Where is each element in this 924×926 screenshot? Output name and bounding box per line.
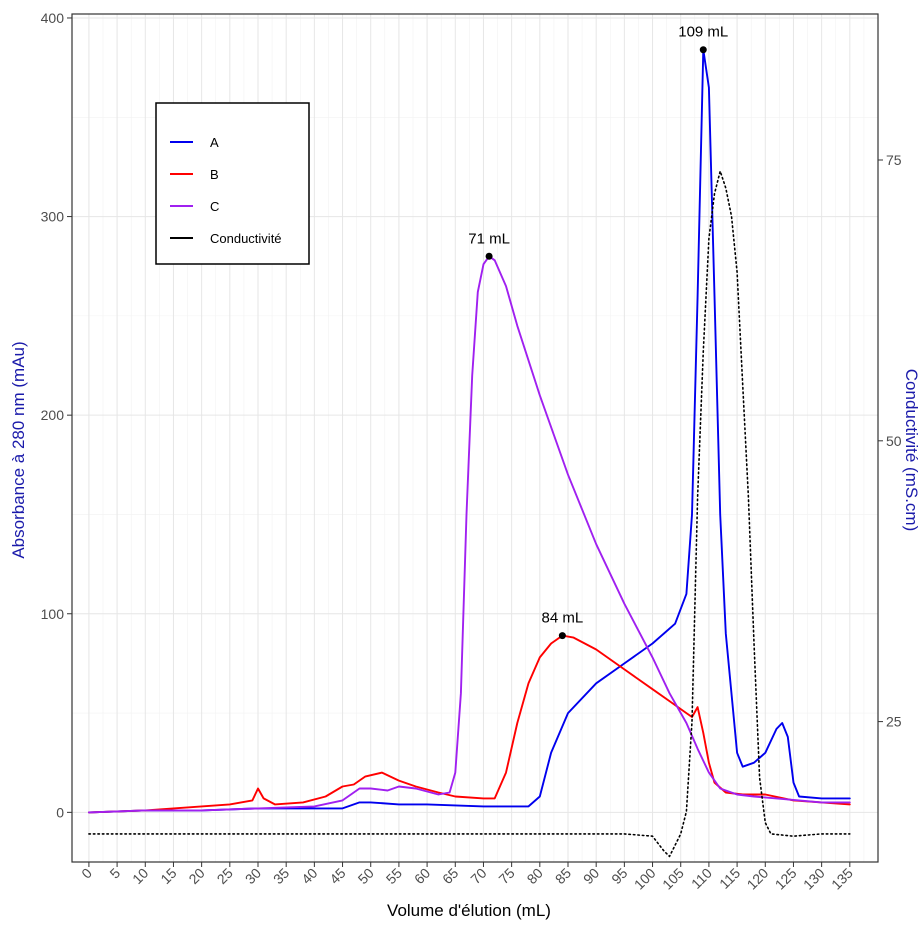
x-tick-label: 110 [688,865,715,892]
x-tick-label: 115 [716,865,743,892]
left-tick-label: 200 [41,407,65,423]
x-axis-title: Volume d'élution (mL) [387,901,551,920]
x-tick-label: 10 [129,865,151,887]
x-tick-label: 130 [800,865,828,893]
legend-label: C [210,199,219,214]
x-tick-label: 70 [467,865,489,887]
peak-marker [699,46,707,54]
x-axis-ticks: 0 5 10 15 20 25 30 35 40 45 50 55 60 65 70 75 80 85 90 95 10… [78,862,856,893]
x-tick-label: 0 [78,865,95,882]
peak-marker [558,632,566,640]
x-tick-label: 45 [326,865,348,887]
legend-label: A [210,135,219,150]
left-tick-label: 300 [41,209,65,225]
plot-border [71,13,879,863]
right-tick-label: 50 [886,433,902,449]
x-tick-label: 35 [270,865,292,887]
series-line-b [87,634,851,814]
x-tick-label: 30 [242,865,264,887]
legend: A B C Conductivité [155,102,310,265]
right-axis-title: Conductivité (mS.cm) [902,369,921,531]
x-tick-label: 90 [580,865,602,887]
x-tick-label: 60 [411,865,433,887]
right-axis-ticks: 25 50 75 [878,152,902,730]
x-tick-label: 105 [659,865,687,893]
x-tick-label: 85 [552,865,574,887]
x-tick-label: 125 [772,865,800,893]
x-tick-label: 40 [298,865,320,887]
x-tick-label: 135 [828,865,856,893]
left-tick-label: 0 [56,804,64,820]
left-tick-label: 100 [41,606,65,622]
x-tick-label: 55 [383,865,405,887]
x-tick-label: 80 [524,865,546,887]
x-tick-label: 5 [106,865,123,882]
peak-label: 84 mL [542,610,584,627]
x-tick-label: 120 [744,865,772,893]
series-layer [87,48,851,858]
series-line-a [87,48,851,814]
peak-label: 71 mL [468,230,510,247]
x-tick-label: 100 [631,865,659,893]
left-axis-ticks: 0 100 200 300 400 [41,10,72,820]
left-axis-title: Absorbance à 280 nm (mAu) [9,341,28,558]
legend-label: B [210,167,219,182]
peak-marker [485,252,493,260]
peak-annotations: 71 mL 84 mL 109 mL [468,24,728,640]
x-tick-label: 65 [439,865,461,887]
x-tick-label: 50 [355,865,377,887]
x-tick-label: 75 [495,865,517,887]
x-tick-label: 95 [608,865,630,887]
legend-label: Conductivité [210,231,282,246]
major-grid [72,14,878,862]
x-tick-label: 25 [214,865,236,887]
x-tick-label: 20 [185,865,207,887]
right-tick-label: 25 [886,714,902,730]
left-tick-label: 400 [41,10,65,26]
series-line-conductivit [88,170,851,858]
x-tick-label: 15 [157,865,179,887]
right-tick-label: 75 [886,152,902,168]
peak-label: 109 mL [678,24,728,41]
